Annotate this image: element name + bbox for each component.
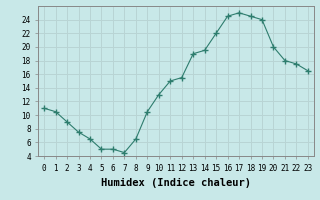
X-axis label: Humidex (Indice chaleur): Humidex (Indice chaleur) [101,178,251,188]
